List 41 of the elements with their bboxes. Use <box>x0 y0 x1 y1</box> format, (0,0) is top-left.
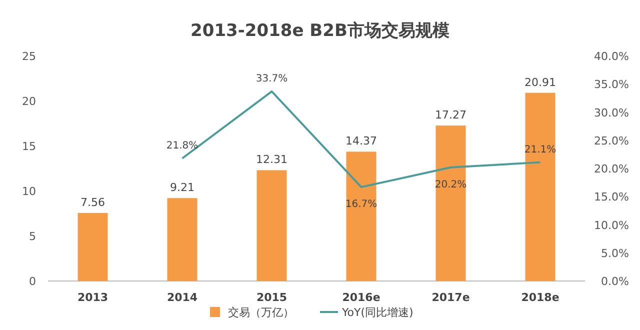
bar <box>256 170 287 281</box>
data-label: 16.7% <box>345 199 378 210</box>
y-tick-label: 10 <box>22 185 36 198</box>
data-label: 17.27 <box>435 108 466 122</box>
data-label: 7.56 <box>80 196 105 209</box>
y2-tick-label: 15.0% <box>594 190 629 204</box>
data-label: 21.1% <box>524 144 556 156</box>
y-tick-label: 25 <box>22 50 36 63</box>
data-label: 20.91 <box>524 76 556 89</box>
y2-tick-label: 35.0% <box>594 78 629 92</box>
x-tick-label: 2015 <box>256 291 288 304</box>
bar <box>525 92 556 281</box>
x-tick-label: 2014 <box>166 291 198 304</box>
y-tick-label: 5 <box>29 230 36 243</box>
x-tick-label: 2013 <box>77 291 108 304</box>
data-label: 20.2% <box>434 179 467 190</box>
y-tick-label: 20 <box>22 95 36 108</box>
y2-tick-label: 30.0% <box>594 106 629 120</box>
data-label: 9.21 <box>170 181 194 194</box>
data-label: 12.31 <box>256 153 288 166</box>
x-tick-label: 2016e <box>342 291 380 304</box>
y2-tick-label: 10.0% <box>594 218 629 232</box>
x-tick-label: 2018e <box>521 291 560 304</box>
data-label: 14.37 <box>346 134 377 148</box>
y-tick-label: 0 <box>29 275 36 288</box>
y2-tick-label: 25.0% <box>594 134 629 148</box>
y-tick-label: 15 <box>22 140 36 153</box>
bar <box>346 152 376 281</box>
bar <box>436 126 466 281</box>
bar <box>167 198 198 281</box>
bar <box>78 212 108 281</box>
y2-tick-label: 20.0% <box>594 162 629 176</box>
chart-title: 2013-2018e B2B市场交易规模 <box>190 21 450 41</box>
data-label: 21.8% <box>166 140 198 152</box>
y2-tick-label: 0.0% <box>601 275 629 288</box>
data-label: 33.7% <box>256 73 288 84</box>
y2-tick-label: 40.0% <box>594 50 629 63</box>
y2-tick-label: 5.0% <box>601 246 629 260</box>
legend-label: YoY(同比增速) <box>341 306 414 319</box>
x-tick-label: 2017e <box>432 291 470 304</box>
legend-label: 交易（万亿） <box>228 306 294 319</box>
